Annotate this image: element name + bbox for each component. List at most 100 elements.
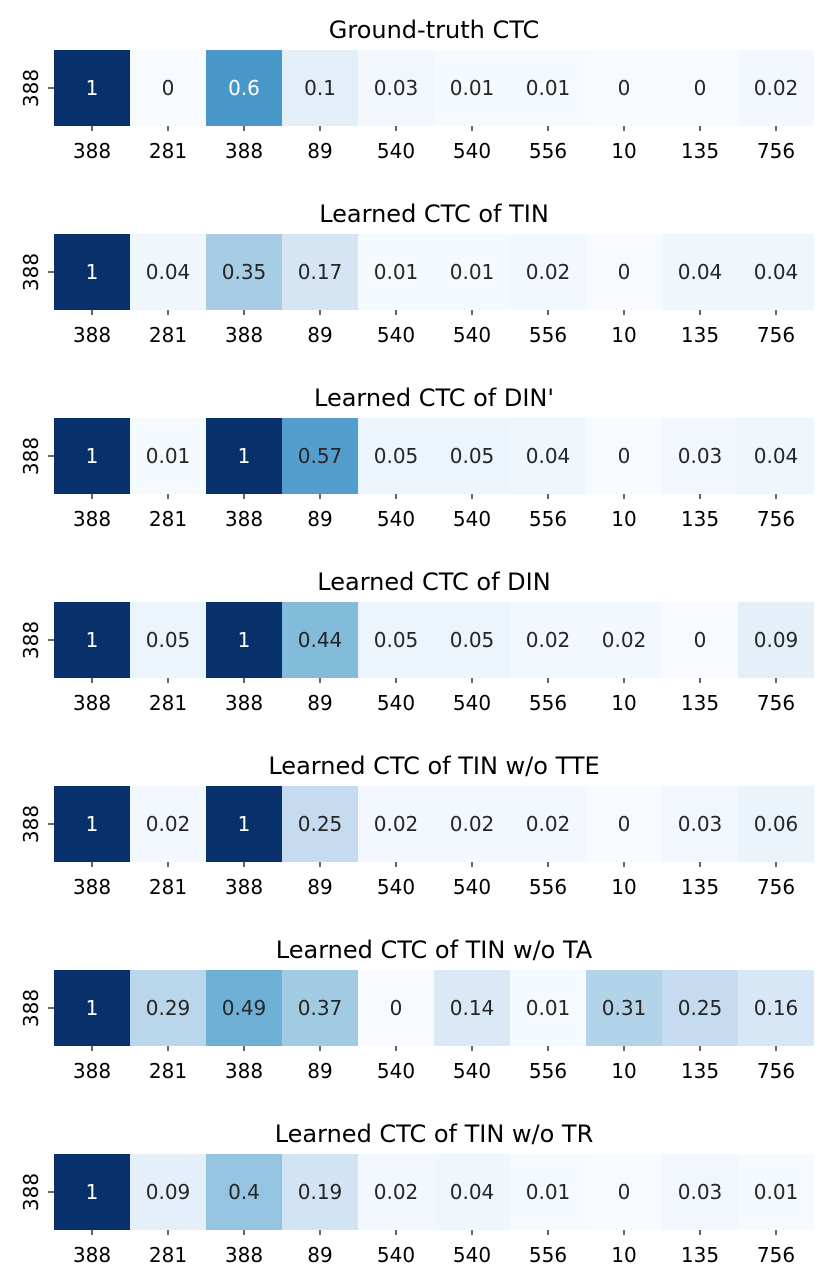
cell-value-label: 0.37: [298, 996, 343, 1020]
heatmap-cell: [434, 234, 510, 310]
heatmap-cell: [434, 418, 510, 494]
heatmap-cell: [358, 970, 434, 1046]
x-tick-label: 540: [453, 323, 491, 347]
heatmap-cell: [130, 786, 206, 862]
cell-value-label: 0: [694, 76, 707, 100]
heatmap-cell: [206, 602, 282, 678]
cell-value-label: 0: [618, 260, 631, 284]
cell-value-label: 0.35: [222, 260, 267, 284]
cell-value-label: 0.04: [146, 260, 191, 284]
cell-value-label: 0.04: [526, 444, 571, 468]
heatmap-cell: [434, 970, 510, 1046]
x-tick-label: 388: [73, 507, 111, 531]
heatmap-panel-4: Learned CTC of DIN 1 0.05 1 0.44 0.05 0.05 0.02…: [19, 568, 814, 715]
cell-value-label: 0.29: [146, 996, 191, 1020]
x-tick-label: 388: [73, 323, 111, 347]
heatmap-cell: [738, 786, 814, 862]
x-tick-label: 388: [73, 1059, 111, 1083]
heatmap-cell: [206, 234, 282, 310]
cell-value-label: 0.03: [374, 76, 419, 100]
cell-value-label: 0.04: [754, 444, 799, 468]
cell-value-label: 0.01: [754, 1180, 799, 1204]
x-tick-label: 540: [453, 691, 491, 715]
x-tick-label: 135: [681, 139, 719, 163]
heatmap-panel-3: Learned CTC of DIN' 1 0.01 1 0.57 0.05 0.05 0.0…: [19, 384, 814, 531]
y-tick-label: 388: [19, 1173, 43, 1211]
cell-value-label: 0.02: [450, 812, 495, 836]
cell-value-label: 0.01: [146, 444, 191, 468]
cell-value-label: 0: [618, 444, 631, 468]
x-tick-label: 135: [681, 507, 719, 531]
cell-value-label: 0.19: [298, 1180, 343, 1204]
x-tick-label: 135: [681, 875, 719, 899]
heatmap-cell: [358, 50, 434, 126]
cell-value-label: 0.1: [304, 76, 336, 100]
x-tick-label: 388: [73, 1243, 111, 1267]
heatmap-cell: [54, 970, 130, 1046]
heatmap-cell: [434, 602, 510, 678]
cell-value-label: 0.01: [450, 76, 495, 100]
cell-value-label: 1: [238, 628, 251, 652]
cell-value-label: 0.01: [374, 260, 419, 284]
heatmap-cell: [54, 1154, 130, 1230]
heatmap-cell: [586, 1154, 662, 1230]
x-tick-label: 10: [611, 323, 636, 347]
heatmap-cell: [738, 50, 814, 126]
x-tick-label: 135: [681, 691, 719, 715]
heatmap-cell: [434, 50, 510, 126]
y-tick-label: 388: [19, 989, 43, 1027]
cell-value-label: 0.04: [450, 1180, 495, 1204]
x-tick-label: 556: [529, 323, 567, 347]
heatmap-cell: [662, 234, 738, 310]
heatmap-cell: [510, 602, 586, 678]
heatmap-cell: [662, 50, 738, 126]
x-tick-label: 89: [307, 691, 332, 715]
x-tick-label: 556: [529, 139, 567, 163]
heatmap-cell: [54, 786, 130, 862]
heatmap-cell: [662, 602, 738, 678]
heatmap-panel-2: Learned CTC of TIN 1 0.04 0.35 0.17 0.01 0.01 0…: [19, 200, 814, 347]
heatmap-cell: [586, 970, 662, 1046]
cell-value-label: 0.03: [678, 1180, 723, 1204]
x-tick-label: 388: [225, 139, 263, 163]
x-tick-label: 388: [225, 1059, 263, 1083]
heatmap-cell: [510, 1154, 586, 1230]
x-tick-label: 281: [149, 507, 187, 531]
cell-value-label: 1: [86, 812, 99, 836]
cell-value-label: 0.01: [526, 76, 571, 100]
x-tick-label: 556: [529, 1059, 567, 1083]
heatmap-title: Ground-truth CTC: [329, 16, 539, 44]
cell-value-label: 1: [86, 76, 99, 100]
heatmap-cell: [662, 786, 738, 862]
heatmap-cell: [206, 786, 282, 862]
heatmap-title: Learned CTC of TIN w/o TA: [276, 936, 593, 964]
cell-value-label: 0.01: [526, 996, 571, 1020]
x-tick-label: 556: [529, 507, 567, 531]
x-tick-label: 756: [757, 1243, 795, 1267]
cell-value-label: 0: [694, 628, 707, 652]
x-tick-label: 388: [73, 139, 111, 163]
heatmap-title: Learned CTC of TIN w/o TR: [275, 1120, 594, 1148]
x-tick-label: 540: [377, 1243, 415, 1267]
cell-value-label: 0.49: [222, 996, 267, 1020]
cell-value-label: 0.09: [146, 1180, 191, 1204]
x-tick-label: 540: [453, 507, 491, 531]
cell-value-label: 0.03: [678, 444, 723, 468]
x-tick-label: 540: [377, 139, 415, 163]
cell-value-label: 0: [618, 812, 631, 836]
cell-value-label: 0.02: [526, 628, 571, 652]
heatmap-cell: [738, 970, 814, 1046]
x-tick-label: 89: [307, 507, 332, 531]
heatmap-cell: [358, 1154, 434, 1230]
cell-value-label: 0.02: [526, 812, 571, 836]
cell-value-label: 0.17: [298, 260, 343, 284]
cell-value-label: 0.44: [298, 628, 343, 652]
cell-value-label: 0.02: [526, 260, 571, 284]
heatmap-cell: [510, 418, 586, 494]
heatmap-panel-6: Learned CTC of TIN w/o TA 1 0.29 0.49 0.37 0 0…: [19, 936, 814, 1083]
y-tick-label: 388: [19, 621, 43, 659]
cell-value-label: 0.09: [754, 628, 799, 652]
cell-value-label: 0: [390, 996, 403, 1020]
x-tick-label: 388: [225, 1243, 263, 1267]
x-tick-label: 540: [453, 1059, 491, 1083]
